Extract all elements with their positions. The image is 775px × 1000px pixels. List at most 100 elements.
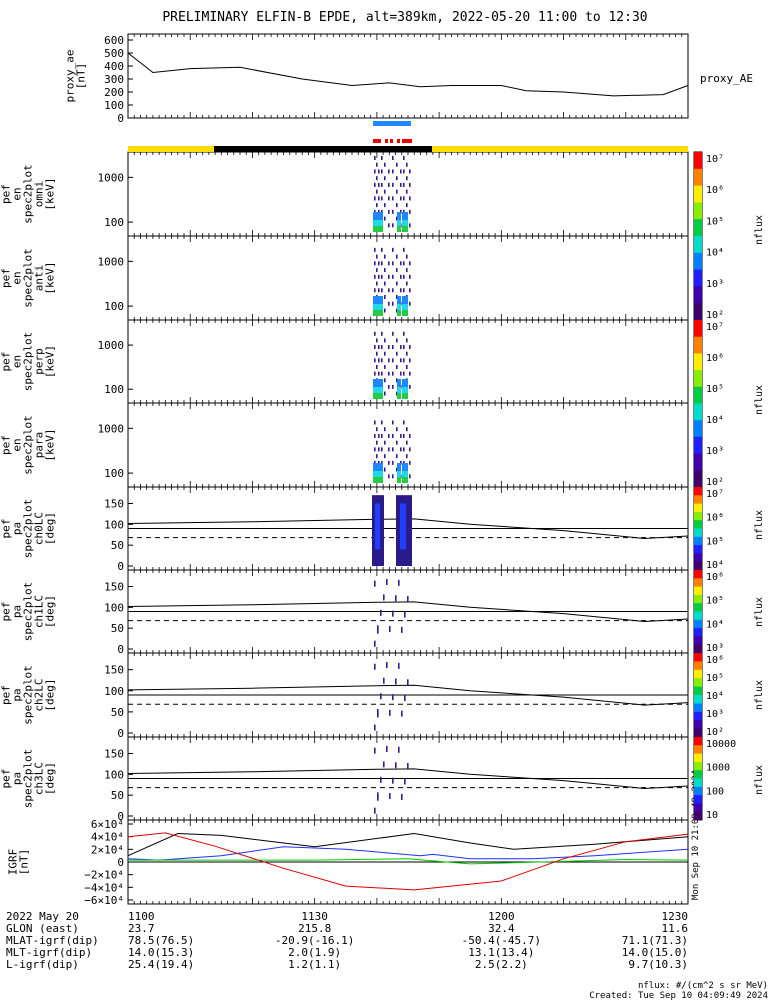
colorbar-swatch [694,436,702,455]
ylabel-line: pef [0,268,13,288]
spectro-pixel [400,358,402,363]
y-tick-label: 200 [104,86,124,99]
spectro-pixel [402,471,408,477]
pitch-curve [127,768,689,790]
spectro-pixel [374,420,376,425]
spectro-pixel [378,447,380,452]
pitch-curve [127,684,689,706]
spectro-pixel [400,460,402,465]
spectro-pixel [397,387,401,393]
spectro-pixel [373,220,381,226]
spectro-pixel [396,203,398,208]
colorbar-swatch [694,745,702,755]
y-tick-label: 100 [104,99,124,112]
spectro-pixel [403,420,405,425]
panel-ylabel: elbpefenspec2plotperp[keV] [0,332,57,392]
colorbar-swatch [694,720,702,730]
spectro-pixel [374,580,376,587]
panel-ylabel: elbpefpaspec2plotch2LC[deg] [0,665,57,725]
colorbar-tick: 10⁶ [706,353,724,364]
spectro-pixel [383,594,385,601]
y-tick-label: 0 [117,727,124,740]
ylabel-line: elb [0,769,2,789]
spectro-pixel [376,338,378,343]
spectro-pixel [384,427,386,432]
spectro-pixel [376,203,378,208]
spectro-pixel [381,460,383,465]
row-value: 13.1(13.4) [468,946,534,959]
colorbar-label: nflux [754,215,765,245]
colorbar-swatch [694,594,702,604]
ylabel-line: [keV] [44,428,57,461]
colorbar-tick: 10⁵ [706,673,724,684]
colorbar-swatch [694,728,702,738]
spectro-pixel [400,288,402,293]
ylabel-line: [deg] [44,762,57,795]
spectro-pixel [395,595,397,602]
spectro-pixel [374,460,376,465]
spectro-pixel [406,338,408,343]
colorbar-tick: 10³ [706,709,724,720]
spectro-pixel [388,447,390,452]
colorbar-tick: 10⁶ [706,513,724,524]
chart-title: PRELIMINARY ELFIN-B EPDE, alt=389km, 202… [162,10,647,25]
spectro-pixel [374,345,376,350]
spectro-pixel [384,378,386,383]
science-zone-blue [373,121,411,126]
spectro-pixel [392,433,394,438]
y-tick-label: 100 [104,300,124,313]
spectro-pixel [381,247,383,252]
ylabel-line: spec2plot [22,248,35,308]
spectro-pixel [384,391,386,396]
spectro-pixel [402,220,408,226]
colorbar-tick: 10³ [706,643,724,654]
spectro-pixel [397,226,401,232]
spectro-pixel [403,447,405,452]
ylabel-line: IGRF [7,849,20,876]
spectro-pixel [388,288,390,293]
ylabel-line: pef [0,184,13,204]
colorbar-tick: 10⁵ [706,384,724,395]
ylabel-line: elb [0,685,2,705]
y-tick-label: 6×10⁴ [91,818,124,831]
colorbar-swatch [694,503,702,513]
row-label: MLAT-igrf(dip) [6,934,99,947]
y-tick-label: 150 [104,664,124,677]
spectro-pixel [406,351,408,356]
row-value: 1130 [301,910,328,923]
spectro-pixel [396,308,398,313]
igrf-black-line [127,832,689,857]
ylabel-line: spec2plot [22,415,35,475]
spectro-pixel [396,162,398,167]
colorbar-swatch [694,795,702,804]
ylabel-line: ch3LC [33,762,46,795]
spectro-pixel [377,627,379,634]
spectro-pixel [378,274,380,279]
spectro-pixel [381,345,383,350]
spectro-pixel [403,331,405,336]
spectro-pixel [402,304,408,310]
colorbar-swatch [694,761,702,771]
ylabel-line: [keV] [44,261,57,294]
spectro-pixel [374,209,376,214]
spectro-pixel [377,794,379,801]
colorbar-swatch [694,487,702,496]
panel-ylabel: elbpefenspec2plotomni[keV] [0,164,57,224]
spectro-pixel [378,196,380,201]
colorbar-swatch [694,168,702,187]
spectro-pixel [406,454,408,459]
science-zone-red [390,139,393,143]
spectro-pixel [388,182,390,187]
spectro-pixel [396,281,398,286]
colorbar-swatch [694,686,702,696]
spectro-pixel [396,351,398,356]
ylabel-line: [keV] [44,345,57,378]
spectro-pixel [389,793,391,800]
row-value: 78.5(76.5) [128,934,194,947]
spectro-pixel [403,196,405,201]
spectro-pixel [392,196,394,201]
panel-ylabel: elbpefenspec2plotanti[keV] [0,248,57,308]
spectro-pixel [403,182,405,187]
colorbar-label: nflux [754,680,765,710]
spectro-pixel [400,169,402,174]
